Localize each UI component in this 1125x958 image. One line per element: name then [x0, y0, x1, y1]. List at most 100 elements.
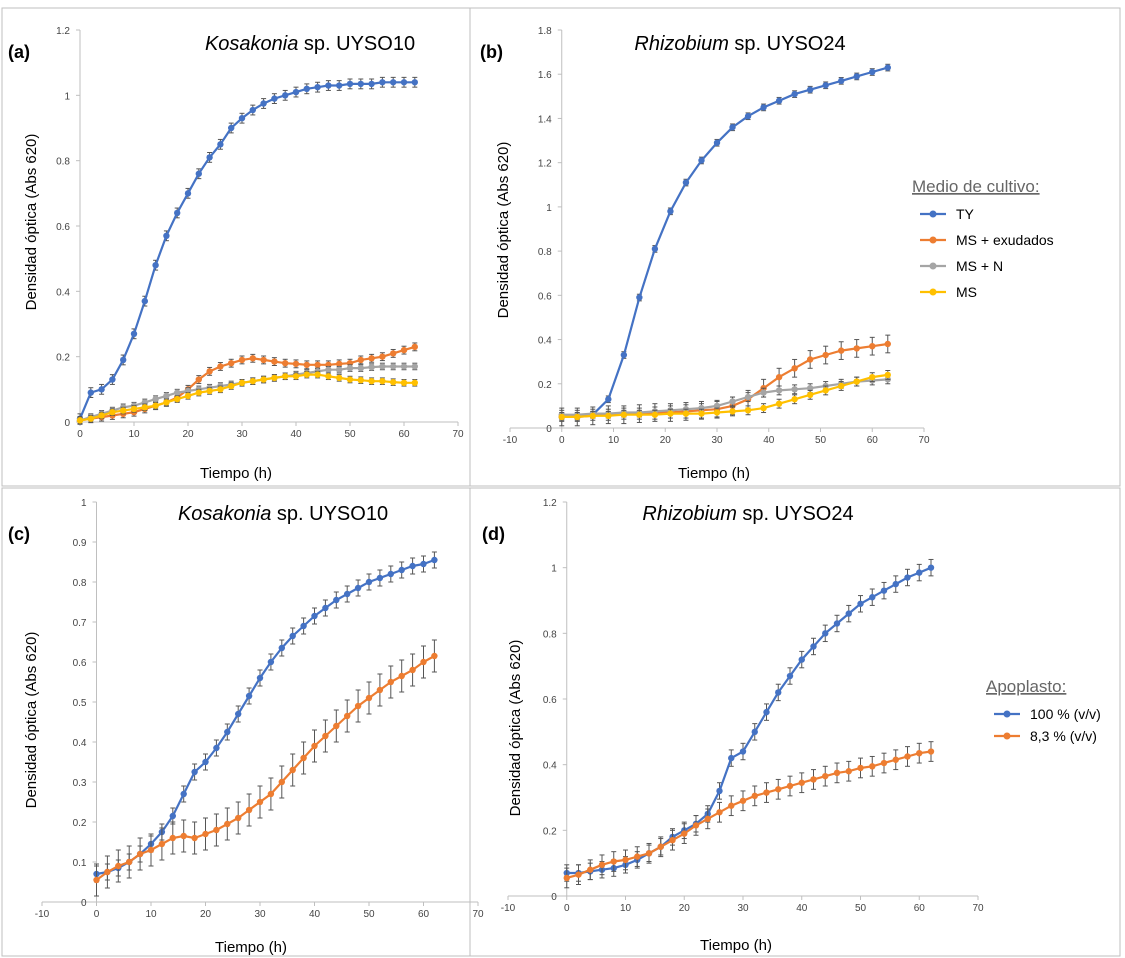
- series-ms: [76, 370, 418, 425]
- x-tick-label: 40: [309, 909, 321, 920]
- data-point: [202, 758, 209, 766]
- data-point: [224, 820, 231, 828]
- chart-title: Kosakonia sp. UYSO10: [205, 33, 415, 55]
- y-tick-label: 0.8: [538, 247, 552, 258]
- data-point: [729, 124, 736, 131]
- data-point: [217, 141, 224, 148]
- data-point: [325, 366, 332, 373]
- y-tick-label: 0.7: [73, 618, 87, 629]
- data-point: [379, 363, 386, 370]
- y-tick-label: 0: [551, 892, 557, 903]
- data-point: [810, 776, 817, 783]
- data-point: [657, 843, 664, 850]
- data-point: [400, 379, 408, 386]
- data-point: [206, 368, 213, 375]
- data-point: [260, 100, 267, 107]
- data-point: [760, 389, 767, 396]
- x-tick-label: 60: [914, 903, 926, 914]
- y-tick-label: 0: [64, 418, 70, 429]
- data-point: [303, 361, 310, 369]
- data-point: [838, 347, 845, 354]
- data-point: [314, 83, 321, 91]
- data-point: [325, 373, 332, 380]
- x-tick-label: 40: [290, 429, 302, 440]
- data-point: [409, 562, 416, 570]
- data-point: [202, 830, 209, 838]
- data-point: [682, 179, 690, 186]
- data-point: [76, 417, 84, 424]
- chart-panel-c: (c) Kosakonia sp. UYSO10 Tiempo (h) Dens…: [8, 498, 484, 956]
- data-point: [206, 387, 213, 395]
- data-point: [98, 386, 105, 393]
- x-tick-label: 50: [815, 435, 827, 446]
- y-tick-label: 0.6: [73, 658, 87, 669]
- data-point: [368, 377, 375, 385]
- data-point: [152, 262, 159, 269]
- legend-item-label: 8,3 % (v/v): [1030, 728, 1097, 744]
- data-point: [379, 377, 386, 385]
- data-point: [354, 584, 362, 592]
- x-tick-label: 60: [418, 909, 430, 920]
- data-point: [904, 574, 911, 581]
- legend-swatch-marker: [929, 210, 937, 218]
- y-tick-label: 1: [546, 203, 552, 214]
- x-tick-label: 10: [145, 909, 157, 920]
- data-point: [763, 789, 770, 796]
- data-point: [376, 574, 384, 582]
- y-tick-label: 0.4: [543, 761, 557, 772]
- y-tick-label: 1.8: [538, 26, 552, 37]
- data-point: [786, 782, 794, 790]
- data-point: [292, 360, 300, 368]
- data-point: [589, 412, 596, 420]
- data-point: [620, 411, 628, 418]
- data-point: [256, 798, 264, 806]
- series-100-v-v: [563, 558, 935, 882]
- data-point: [325, 82, 332, 89]
- series-ms: [558, 370, 891, 422]
- data-point: [152, 395, 159, 403]
- legend-swatch-marker: [1003, 732, 1011, 740]
- series-line: [96, 558, 435, 876]
- y-tick-label: 0.4: [73, 738, 87, 749]
- data-point: [147, 846, 155, 854]
- series-ms-n: [76, 362, 418, 425]
- legend-item-label: TY: [956, 206, 975, 222]
- chart-title-rest: sp. UYSO10: [271, 503, 388, 525]
- y-tick-label: 0.2: [73, 818, 87, 829]
- data-point: [333, 722, 340, 730]
- data-point: [368, 355, 375, 362]
- data-point: [845, 768, 852, 775]
- data-point: [431, 652, 438, 660]
- panel-a-border: [1, 7, 471, 487]
- data-point: [927, 748, 935, 755]
- data-point: [420, 560, 427, 568]
- data-point: [357, 80, 364, 88]
- data-point: [398, 566, 405, 574]
- data-point: [398, 672, 405, 680]
- data-point: [916, 569, 923, 576]
- data-point: [810, 643, 817, 650]
- data-point: [869, 68, 876, 76]
- panel-b-border: [469, 7, 1121, 487]
- data-point: [245, 806, 253, 814]
- data-point: [300, 622, 307, 630]
- data-point: [292, 373, 300, 380]
- data-point: [235, 814, 242, 822]
- data-point: [238, 115, 246, 122]
- data-point: [833, 620, 841, 627]
- data-point: [716, 787, 723, 795]
- data-point: [322, 604, 329, 612]
- y-tick-label: 1: [551, 564, 557, 575]
- x-tick-label: 30: [737, 903, 749, 914]
- data-point: [833, 769, 841, 777]
- data-point: [880, 759, 888, 767]
- data-point: [698, 410, 705, 417]
- data-point: [344, 590, 351, 598]
- data-point: [282, 373, 289, 380]
- x-tick-label: 50: [363, 909, 375, 920]
- legend-swatch-marker: [929, 236, 937, 244]
- data-point: [716, 809, 723, 816]
- data-point: [120, 407, 127, 414]
- y-tick-label: 0.1: [73, 858, 87, 869]
- data-point: [195, 170, 202, 177]
